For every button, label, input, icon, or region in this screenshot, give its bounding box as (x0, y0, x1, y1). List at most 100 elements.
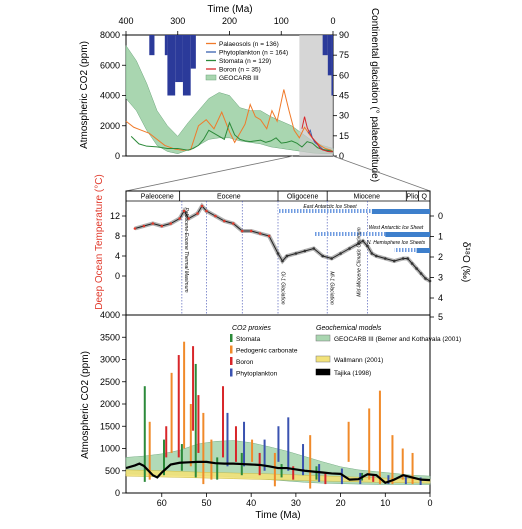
legend-swatch (205, 74, 217, 81)
zoom-connector-right (332, 155, 431, 192)
panel-b-temperature-series (133, 202, 432, 283)
series-line (125, 89, 334, 152)
temperature-point (169, 222, 173, 225)
legend-swatch (315, 355, 331, 363)
epoch-label: Eocene (217, 194, 241, 201)
legend-swatch (315, 334, 331, 342)
x-axis-tick-label: 10 (380, 498, 390, 508)
proxy-bar (411, 452, 414, 485)
temperature-point (240, 229, 244, 233)
glaciation-bar (331, 35, 333, 96)
legend-label: Palaeosols (n = 136) (219, 41, 279, 48)
temperature-point (339, 252, 342, 255)
glaciation-bar (327, 35, 332, 76)
n-hemisphere-solid-bar (416, 248, 430, 253)
y-axis-tick-label: 0 (115, 151, 120, 161)
glaciation-bar (167, 35, 176, 96)
temperature-point (160, 224, 164, 228)
glaciation-bar (175, 35, 183, 83)
temperature-point (357, 242, 360, 245)
proxy-bar (234, 426, 237, 462)
temperature-point (303, 249, 307, 253)
temperature-point (258, 232, 262, 235)
legend-swatch (230, 368, 233, 377)
legend-swatch (230, 345, 233, 354)
panel-b-event-lines (181, 201, 368, 315)
legend-label: Boron (236, 359, 254, 366)
temperature-point (223, 219, 226, 223)
top-axis-tick-label: 0 (330, 16, 335, 26)
proxy-bar (210, 439, 213, 480)
panel-a-legend: Palaeosols (n = 136) Phytoplankton (n = 1… (205, 41, 288, 82)
temperature-point (249, 229, 253, 233)
temperature-point (285, 254, 289, 258)
temperature-point (142, 224, 146, 228)
temperature-point (392, 259, 396, 263)
proxy-bar (192, 346, 195, 431)
proxy-bar (378, 390, 381, 485)
proxy-bar (280, 464, 283, 478)
temperature-point (133, 227, 137, 230)
glaciation-bar (190, 35, 196, 69)
glaciation-bar (164, 35, 168, 56)
tajika-line (125, 460, 431, 485)
panel-c-cenozoic-co2: 60 50 40 30 20 10 0050010001500200025003000350… (80, 310, 461, 521)
d18o-axis-tick-label: 3 (438, 273, 443, 283)
glaciation-bar (182, 35, 191, 96)
epoch-label: Q (421, 194, 427, 201)
panel-c-y-axis-title: Atmospheric CO2 (ppm) (80, 351, 91, 459)
event-annotation: Paleocene-Eocene Thermal Maximum (183, 207, 189, 292)
panel-a-ticks: 400 300 200 100 0 0 2000 4000 6000 8000 0 15 30 45 60 7… (100, 16, 349, 161)
legend-swatch (230, 357, 233, 365)
panel-a-glaciation-bars (149, 35, 333, 96)
temperature-line (134, 205, 431, 282)
proxy-bar (287, 417, 290, 471)
legend-label: Pedogenic carbonate (236, 348, 298, 355)
legend-label: GEOCARB III (219, 75, 259, 82)
y2-axis-tick-label: 15 (339, 131, 349, 141)
panel-a-y2-axis-title: Continental glaciation (° palaeolatitude… (369, 8, 380, 182)
y-axis-tick-label: 500 (105, 466, 120, 476)
temperature-point (383, 257, 387, 260)
proxy-bar (309, 435, 312, 489)
y2-axis-tick-label: 75 (339, 50, 349, 60)
proxy-bar (404, 476, 407, 485)
west-antarctic-solid-bar (385, 232, 430, 237)
proxy-bar (372, 475, 375, 482)
x-axis-tick-label: 60 (157, 498, 167, 508)
temperature-point (330, 257, 333, 260)
temperature-point (366, 244, 369, 248)
temperature-point (424, 277, 427, 280)
proxy-bar (180, 444, 183, 471)
glaciation-bar (149, 35, 155, 56)
temperature-point (281, 259, 284, 263)
event-annotation: West Antarctic Ice Sheet (369, 225, 424, 231)
temperature-point (348, 247, 351, 250)
proxy-bar (170, 372, 173, 453)
proxy-legend-heading: CO2 proxies (232, 325, 271, 332)
panel-c-proxy-bars (143, 341, 422, 489)
legend-swatch (315, 368, 331, 376)
y-axis-tick-label: 4000 (100, 91, 120, 101)
temperature-point (294, 252, 298, 255)
y2-axis-tick-label: 30 (339, 111, 349, 121)
epoch-label: Oligocene (287, 194, 319, 201)
cenozoic-highlight-rect (299, 35, 333, 156)
d18o-axis-tick-label: 4 (438, 293, 443, 303)
event-annotation: Mid-Miocene Climatic Optimum (357, 227, 363, 296)
legend-label: Phytoplankton (n = 164) (219, 50, 288, 57)
proxy-bar (347, 421, 350, 462)
x-axis-tick-label: 50 (201, 498, 211, 508)
proxy-bar (194, 363, 197, 478)
y2-axis-tick-label: 45 (339, 91, 349, 101)
proxy-bar (163, 439, 165, 476)
panel-b-ice-sheet-bars (278, 209, 430, 253)
panel-b-deep-ocean-temperature: Paleocene Eocene Oligocene Miocene Plio Q 0 4 8… (94, 174, 471, 322)
temperature-point (406, 257, 409, 260)
event-annotation: Mi-1 Glaciation (328, 271, 334, 305)
west-antarctic-hatched-bar (313, 232, 386, 236)
temperature-point (401, 257, 405, 260)
east-antarctic-solid-bar (371, 209, 430, 214)
proxy-bar (197, 395, 200, 453)
